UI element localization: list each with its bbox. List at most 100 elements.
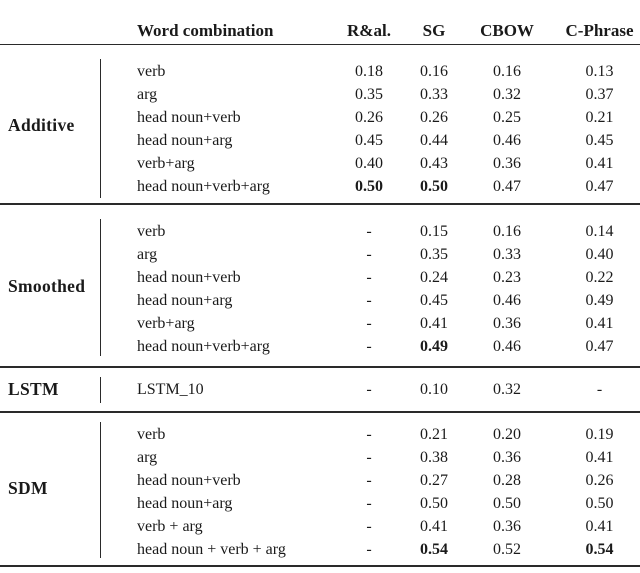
value-cell-ral: -	[366, 222, 372, 240]
value-cell-cbow: 0.25	[493, 108, 521, 126]
value-cell-ral: -	[366, 268, 372, 286]
value-cell-ral: -	[366, 245, 372, 263]
value-cell-sg: 0.27	[420, 471, 448, 489]
value-cell-cbow: 0.52	[493, 540, 521, 558]
value-cell-ral: -	[366, 540, 372, 558]
table-row: arg - 0.38 0.36 0.41	[0, 446, 640, 469]
value-cell-ral: 0.35	[355, 85, 383, 103]
group-label-lstm: LSTM	[8, 378, 59, 399]
table-row: head noun + verb + arg - 0.54 0.52 0.54	[0, 538, 640, 561]
word-combination-cell: verb+arg	[137, 154, 195, 172]
value-cell-ral: -	[366, 337, 372, 355]
table-row: head noun+arg - 0.45 0.46 0.49	[0, 289, 640, 312]
value-cell-sg: 0.41	[420, 314, 448, 332]
word-combination-cell: arg	[137, 245, 158, 263]
value-cell-cbow: 0.46	[493, 131, 521, 149]
word-combination-cell: head noun+arg	[137, 494, 233, 512]
value-cell-sg: 0.43	[420, 154, 448, 172]
word-combination-cell: head noun+verb+arg	[137, 337, 270, 355]
value-cell-cphrase: 0.14	[585, 222, 614, 240]
word-combination-cell: head noun+verb	[137, 268, 241, 286]
value-cell-cphrase: 0.41	[585, 314, 614, 332]
value-cell-cbow: 0.50	[493, 494, 521, 512]
group-column-divider-sdm	[100, 422, 102, 558]
value-cell-ral: -	[366, 425, 372, 443]
value-cell-cphrase: 0.50	[585, 494, 614, 512]
value-cell-cphrase: 0.21	[585, 108, 614, 126]
value-cell-sg: 0.50	[420, 494, 448, 512]
value-cell-cbow: 0.32	[493, 380, 521, 398]
value-cell-cphrase: 0.40	[585, 245, 614, 263]
value-cell-cphrase: 0.26	[585, 471, 614, 489]
word-combination-cell: head noun+verb	[137, 108, 241, 126]
value-cell-ral: -	[366, 291, 372, 309]
value-cell-cphrase: 0.47	[585, 177, 614, 195]
col-header-cbow: CBOW	[480, 20, 534, 40]
group-block-lstm: LSTM_10 - 0.10 0.32 -	[0, 378, 640, 401]
value-cell-cbow: 0.16	[493, 62, 521, 80]
word-combination-cell: verb + arg	[137, 517, 203, 535]
value-cell-cbow: 0.46	[493, 291, 521, 309]
value-cell-cbow: 0.28	[493, 471, 521, 489]
value-cell-sg: 0.33	[420, 85, 448, 103]
value-cell-sg: 0.24	[420, 268, 448, 286]
rule-below-smoothed-group	[0, 366, 640, 368]
value-cell-ral: -	[366, 380, 372, 398]
value-cell-sg: 0.35	[420, 245, 448, 263]
col-header-cphrase: C-Phrase	[565, 20, 634, 40]
value-cell-sg: 0.54	[420, 540, 448, 558]
value-cell-cbow: 0.16	[493, 222, 521, 240]
value-cell-sg: 0.16	[420, 62, 448, 80]
table-row: head noun+verb - 0.27 0.28 0.26	[0, 469, 640, 492]
table-row: arg - 0.35 0.33 0.40	[0, 243, 640, 266]
value-cell-cbow: 0.36	[493, 314, 521, 332]
value-cell-sg: 0.21	[420, 425, 448, 443]
group-block-sdm: verb - 0.21 0.20 0.19 arg - 0.38 0.36 0.…	[0, 423, 640, 561]
value-cell-cbow: 0.36	[493, 448, 521, 466]
word-combination-cell: verb+arg	[137, 314, 195, 332]
value-cell-ral: 0.18	[355, 62, 383, 80]
table-row: head noun+verb - 0.24 0.23 0.22	[0, 266, 640, 289]
value-cell-ral: 0.26	[355, 108, 383, 126]
value-cell-sg: 0.10	[420, 380, 448, 398]
group-column-divider-lstm	[100, 377, 102, 403]
table-header-row: Word combination R&al. SG CBOW C-Phrase	[0, 19, 640, 42]
value-cell-cphrase: 0.22	[585, 268, 614, 286]
word-combination-cell: arg	[137, 448, 158, 466]
value-cell-ral: 0.50	[355, 177, 383, 195]
value-cell-cbow: 0.47	[493, 177, 521, 195]
table-row: verb+arg - 0.41 0.36 0.41	[0, 312, 640, 335]
value-cell-cphrase: 0.41	[585, 448, 614, 466]
value-cell-sg: 0.45	[420, 291, 448, 309]
col-header-word-combination: Word combination	[137, 20, 274, 40]
value-cell-cbow: 0.20	[493, 425, 521, 443]
word-combination-cell: verb	[137, 62, 166, 80]
value-cell-cphrase: 0.37	[585, 85, 614, 103]
table-row: head noun+verb+arg - 0.49 0.46 0.47	[0, 335, 640, 358]
value-cell-ral: -	[366, 314, 372, 332]
word-combination-cell: verb	[137, 425, 166, 443]
table-row: head noun+verb+arg 0.50 0.50 0.47 0.47	[0, 175, 640, 198]
table-row: arg 0.35 0.33 0.32 0.37	[0, 83, 640, 106]
value-cell-ral: -	[366, 517, 372, 535]
value-cell-sg: 0.26	[420, 108, 448, 126]
table-row: verb + arg - 0.41 0.36 0.41	[0, 515, 640, 538]
value-cell-sg: 0.44	[420, 131, 448, 149]
value-cell-cbow: 0.32	[493, 85, 521, 103]
value-cell-ral: -	[366, 448, 372, 466]
value-cell-cphrase: 0.19	[585, 425, 614, 443]
word-combination-cell: verb	[137, 222, 166, 240]
value-cell-cphrase: 0.47	[585, 337, 614, 355]
value-cell-cbow: 0.23	[493, 268, 521, 286]
table-row: verb+arg 0.40 0.43 0.36 0.41	[0, 152, 640, 175]
value-cell-cbow: 0.33	[493, 245, 521, 263]
value-cell-cbow: 0.36	[493, 517, 521, 535]
value-cell-cphrase: 0.45	[585, 131, 614, 149]
value-cell-cphrase: 0.13	[585, 62, 614, 80]
word-combination-cell: head noun + verb + arg	[137, 540, 286, 558]
group-column-divider-additive	[100, 59, 102, 198]
value-cell-ral: -	[366, 471, 372, 489]
value-cell-ral: 0.45	[355, 131, 383, 149]
value-cell-sg: 0.15	[420, 222, 448, 240]
